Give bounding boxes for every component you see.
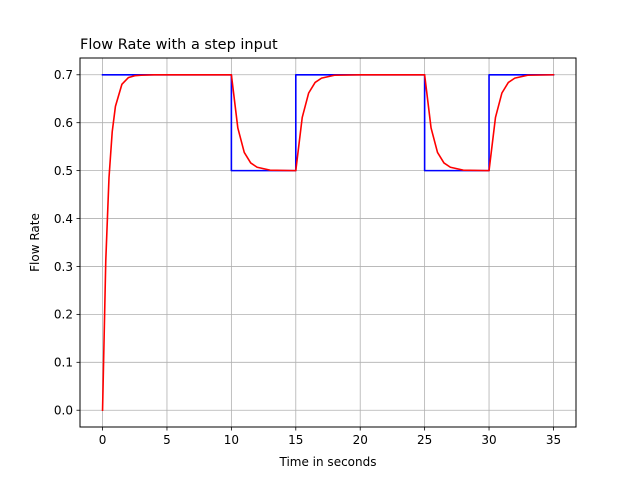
plot-frame (79, 57, 577, 428)
x-tick-label: 20 (353, 433, 368, 447)
y-tick-label: 0.5 (54, 164, 73, 178)
response-line (101, 73, 555, 412)
y-tick-label: 0.4 (54, 212, 73, 226)
x-tick-label: 10 (224, 433, 239, 447)
y-tick-label: 0.0 (54, 404, 73, 418)
axis-ticks: 0 5 10 15 20 25 30 35 0.0 0.1 0.2 0.3 0.4 0.5 0.6 0.7 (54, 68, 561, 447)
x-axis-label: Time in seconds (279, 455, 377, 469)
x-tick-label: 25 (417, 433, 432, 447)
y-tick-label: 0.2 (54, 308, 73, 322)
chart-title: Flow Rate with a step input (80, 37, 278, 53)
x-tick-label: 15 (288, 433, 303, 447)
y-tick-label: 0.1 (54, 356, 73, 370)
y-tick-label: 0.6 (54, 116, 73, 130)
grid-lines (80, 58, 576, 427)
x-tick-label: 35 (546, 433, 561, 447)
x-tick-label: 0 (99, 433, 107, 447)
x-tick-label: 5 (163, 433, 171, 447)
y-tick-label: 0.7 (54, 68, 73, 82)
y-tick-label: 0.3 (54, 260, 73, 274)
series-lines (101, 73, 555, 412)
x-tick-label: 30 (481, 433, 496, 447)
y-axis-label: Flow Rate (28, 213, 42, 272)
